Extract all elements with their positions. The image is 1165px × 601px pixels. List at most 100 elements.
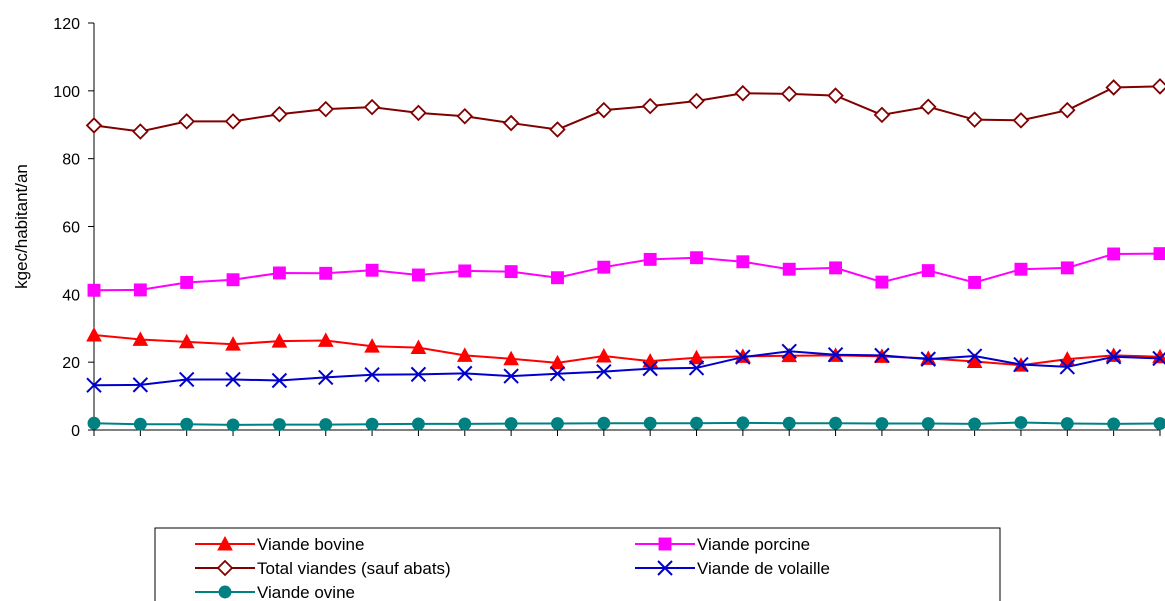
diamond-marker	[734, 84, 752, 102]
x-marker	[1013, 356, 1029, 373]
x-marker	[920, 351, 936, 367]
x-marker-stroke	[271, 372, 288, 389]
square-marker	[597, 260, 611, 274]
x-marker	[86, 377, 102, 393]
axes: 0 20 40 60 80 100 120	[53, 16, 1161, 440]
square-marker	[829, 261, 843, 275]
circle-marker	[921, 417, 935, 431]
triangle-marker	[178, 333, 195, 349]
circle-marker	[875, 417, 889, 431]
x-marker	[457, 365, 473, 382]
diamond-marker	[271, 105, 288, 123]
square-marker	[272, 266, 286, 280]
legend-item: Viande ovine	[195, 583, 355, 601]
x-marker	[503, 368, 519, 384]
legend-box	[154, 527, 1001, 601]
circle-marker	[968, 417, 982, 431]
circle-marker	[782, 416, 796, 430]
x-marker	[874, 347, 890, 364]
y-tick-label: 80	[62, 152, 80, 169]
x-marker-stroke	[596, 363, 612, 380]
square-marker	[87, 283, 101, 297]
legend-item: Viande de volaille	[635, 559, 830, 578]
x-marker-stroke	[827, 346, 844, 363]
circle-marker	[365, 417, 379, 431]
triangle-marker	[225, 336, 241, 351]
diamond-marker	[224, 113, 242, 130]
diamond-marker	[827, 87, 844, 104]
circle-marker	[829, 416, 843, 430]
x-marker	[132, 377, 149, 393]
diamond-marker	[1151, 78, 1165, 95]
y-tick-label: 120	[53, 16, 80, 33]
diamond-marker	[873, 106, 891, 124]
square-marker	[875, 275, 889, 289]
diamond-marker	[688, 92, 705, 110]
circle-marker	[690, 416, 703, 430]
square-marker	[458, 264, 472, 278]
diamond-marker	[919, 98, 937, 116]
circle-marker	[597, 416, 611, 430]
diamond-marker	[502, 114, 520, 132]
diamond-marker	[1012, 112, 1030, 129]
y-tick-label: 20	[62, 355, 80, 372]
circle-marker	[736, 416, 750, 430]
diamond-marker	[549, 121, 566, 138]
square-marker	[504, 265, 518, 279]
x-marker-stroke	[781, 343, 797, 360]
x-marker-stroke	[688, 360, 705, 376]
circle-marker	[411, 417, 425, 431]
x-marker-stroke	[657, 560, 673, 576]
square-marker	[551, 271, 564, 285]
square-marker	[782, 262, 796, 276]
triangle-marker	[1059, 351, 1076, 366]
diamond-marker	[132, 123, 149, 140]
triangle-marker	[86, 326, 102, 342]
triangle-marker	[217, 535, 233, 551]
square-marker	[1060, 261, 1074, 275]
series-diamond	[85, 78, 1165, 140]
square-marker	[921, 264, 935, 278]
x-marker-stroke	[86, 377, 102, 393]
triangle-marker	[456, 347, 473, 362]
x-marker-stroke	[132, 377, 149, 393]
x-marker	[1105, 349, 1122, 365]
square-marker	[226, 273, 240, 287]
triangle-marker	[271, 333, 288, 348]
circle-marker	[1107, 417, 1121, 431]
x-marker	[410, 366, 427, 383]
diamond-marker	[410, 104, 427, 122]
triangle-marker	[317, 332, 334, 347]
circle-marker	[643, 416, 657, 430]
x-marker-stroke	[874, 347, 890, 364]
series-line	[93, 421, 1161, 426]
x-marker-stroke	[364, 367, 380, 383]
x-marker-stroke	[966, 348, 983, 364]
series-line	[93, 85, 1161, 133]
circle-marker	[226, 418, 240, 432]
circle-marker	[504, 417, 518, 431]
circle-marker	[1014, 416, 1028, 429]
square-marker	[968, 276, 982, 289]
x-marker	[318, 369, 334, 386]
diamond-marker	[85, 117, 103, 134]
x-marker	[827, 346, 844, 363]
x-marker	[549, 365, 566, 382]
x-marker-stroke	[178, 371, 195, 388]
y-tick-label: 100	[53, 84, 80, 101]
triangle-marker	[410, 339, 427, 355]
diamond-marker	[966, 111, 983, 128]
x-marker	[657, 560, 673, 576]
x-marker-stroke	[642, 360, 658, 377]
x-marker-stroke	[735, 349, 751, 365]
x-marker-stroke	[1013, 356, 1029, 373]
x-marker	[225, 371, 241, 388]
series-line	[93, 252, 1161, 292]
diamond-marker	[216, 559, 234, 577]
x-marker	[688, 360, 705, 376]
square-marker	[658, 537, 672, 551]
circle-marker	[218, 585, 232, 599]
diamond-marker	[456, 107, 474, 125]
x-marker-stroke	[318, 369, 334, 386]
square-marker	[690, 251, 703, 265]
